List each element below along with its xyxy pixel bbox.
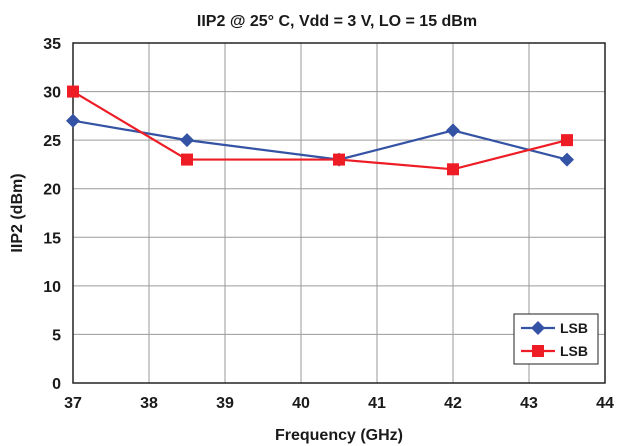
y-tick-label: 20 xyxy=(43,182,61,199)
y-tick-label: 5 xyxy=(52,327,61,344)
chart-title: IIP2 @ 25° C, Vdd = 3 V, LO = 15 dBm xyxy=(197,13,477,30)
legend-marker xyxy=(531,321,545,335)
data-point xyxy=(446,123,460,138)
x-tick-label: 39 xyxy=(216,395,234,412)
series-layer xyxy=(66,85,574,176)
legend-box xyxy=(513,313,599,365)
y-tick-label: 15 xyxy=(43,230,61,247)
x-tick-label: 41 xyxy=(368,395,386,412)
series-2 xyxy=(67,85,573,176)
data-point xyxy=(561,134,573,147)
x-tick-label: 37 xyxy=(64,395,82,412)
x-tick-label: 40 xyxy=(292,395,310,412)
data-point xyxy=(181,153,193,166)
legend-item: LSB xyxy=(521,343,588,359)
data-point xyxy=(333,153,345,166)
y-tick-label: 35 xyxy=(43,36,61,53)
data-point xyxy=(66,113,80,128)
data-point xyxy=(447,163,459,176)
legend-marker xyxy=(532,345,544,357)
x-tick-label: 42 xyxy=(444,395,462,412)
x-tick-label: 44 xyxy=(596,395,614,412)
y-tick-label: 0 xyxy=(52,376,61,393)
x-tick-label: 43 xyxy=(520,395,538,412)
x-axis-label: Frequency (GHz) xyxy=(275,427,403,444)
data-point xyxy=(560,152,574,167)
legend: LSB LSB xyxy=(513,313,599,365)
plot-area-border xyxy=(72,42,606,384)
y-tick-label: 10 xyxy=(43,279,61,296)
data-point xyxy=(67,85,79,98)
axis-ticks: 37 38 39 40 41 42 43 44 0 5 10 15 20 25 30 35 xyxy=(43,36,614,412)
legend-label: LSB xyxy=(560,320,588,336)
data-point xyxy=(180,133,194,148)
grid xyxy=(72,42,606,384)
x-tick-label: 38 xyxy=(140,395,158,412)
legend-item: LSB xyxy=(521,320,588,336)
legend-label: LSB xyxy=(560,343,588,359)
y-tick-label: 30 xyxy=(43,85,61,102)
y-axis-label: IIP2 (dBm) xyxy=(9,173,26,252)
y-tick-label: 25 xyxy=(43,133,61,150)
